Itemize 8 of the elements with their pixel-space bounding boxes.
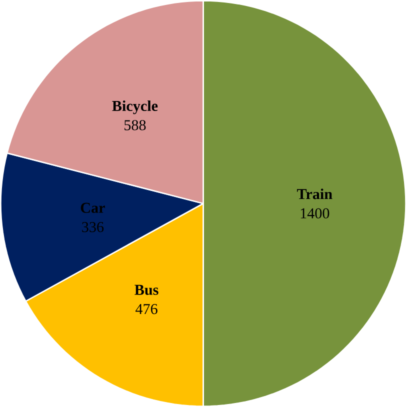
- slice-label: Bicycle: [112, 100, 158, 114]
- data-label: 476: [135, 304, 158, 314]
- data-label: 1400: [300, 208, 329, 218]
- slice-label: Car: [80, 202, 105, 213]
- data-label: 588: [124, 120, 146, 130]
- slice-label: Bus: [134, 284, 158, 295]
- data-label: 336: [82, 222, 104, 232]
- slice-label: Train: [296, 188, 332, 200]
